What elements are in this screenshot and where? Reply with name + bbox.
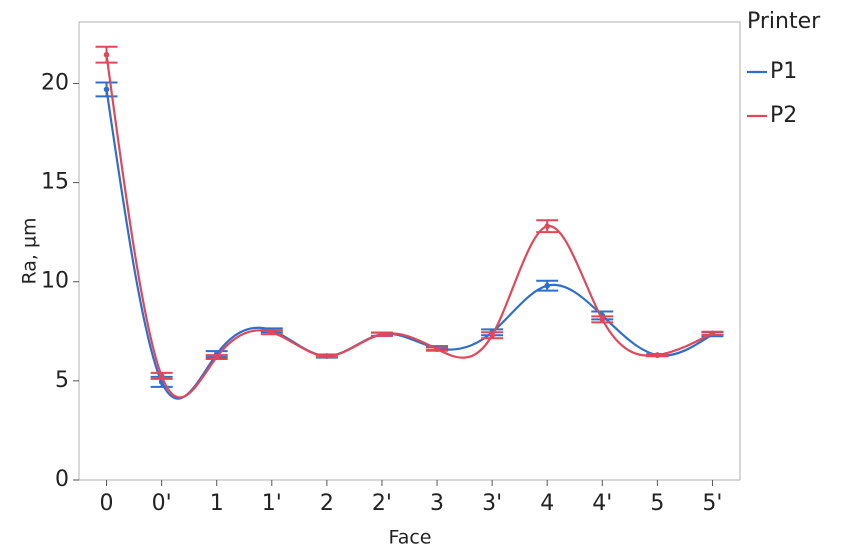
- y-axis-label: Ra, µm: [19, 217, 41, 284]
- x-tick-label: 5: [650, 491, 664, 516]
- y-tick-label: 10: [41, 269, 69, 294]
- mean-point: [213, 354, 220, 360]
- mean-point: [103, 86, 110, 93]
- x-tick-label: 0': [152, 491, 172, 516]
- y-tick-label: 5: [55, 368, 69, 393]
- mean-point: [434, 346, 440, 352]
- legend-label: P1: [770, 59, 797, 84]
- mean-point: [324, 353, 330, 359]
- legend-label: P2: [770, 103, 797, 128]
- x-tick-label: 0: [100, 491, 114, 516]
- x-tick-label: 2': [372, 491, 392, 516]
- series-line: [105, 89, 714, 400]
- mean-point: [544, 282, 551, 289]
- x-tick-label: 1: [210, 491, 224, 516]
- x-tick-label: 3: [430, 491, 444, 516]
- mean-point: [158, 373, 165, 379]
- mean-point: [379, 331, 385, 338]
- mean-point: [489, 332, 495, 339]
- mean-point: [268, 329, 275, 336]
- plot-frame: [78, 21, 741, 481]
- series-line: [105, 54, 713, 399]
- legend-title: Printer: [747, 9, 821, 34]
- x-tick-label: 4': [592, 491, 612, 516]
- mean-point: [103, 51, 110, 58]
- x-tick-label: 3': [482, 491, 502, 516]
- x-tick-label: 1': [262, 491, 282, 516]
- x-axis-label: Face: [389, 527, 432, 549]
- x-tick-label: 4: [540, 491, 554, 516]
- x-tick-label: 2: [320, 491, 334, 516]
- y-tick-label: 15: [41, 170, 69, 195]
- y-tick-label: 0: [55, 467, 69, 492]
- mean-point: [709, 330, 716, 337]
- mean-point: [654, 352, 661, 358]
- y-tick-label: 20: [41, 70, 69, 95]
- mean-point: [599, 316, 606, 323]
- x-tick-label: 5': [702, 491, 722, 516]
- mean-point: [544, 223, 551, 230]
